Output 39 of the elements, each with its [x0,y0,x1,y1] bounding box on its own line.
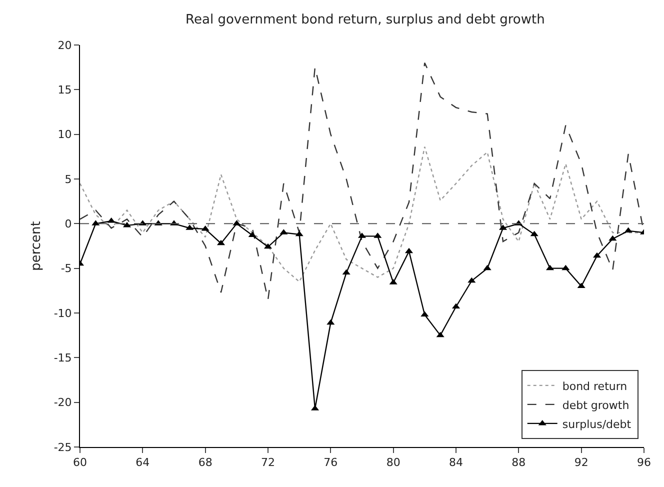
y-tick-label: 10 [58,128,72,142]
x-tick-label: 76 [324,456,338,470]
y-tick-label: -25 [54,440,72,454]
y-tick-label: -10 [54,306,72,320]
point [436,332,444,338]
x-tick-label: 68 [198,456,212,470]
y-tick-label: 15 [58,84,72,97]
legend-label: debt growth [562,398,630,412]
point [608,235,617,241]
point [468,277,476,283]
x-tick-label: 92 [574,456,588,470]
legend-label: surplus/debt [562,418,632,431]
point [562,264,570,270]
point [326,319,335,325]
x-tick-label: 64 [136,456,150,470]
x-tick-label: 96 [637,456,651,470]
point [342,269,350,275]
x-tick-label: 84 [449,456,463,470]
point [483,264,492,270]
y-tick-label: -15 [54,352,72,365]
y-tick-label: 0 [64,218,72,231]
x-tick-label: 80 [386,456,400,470]
x-tick-label: 60 [73,456,87,470]
y-axis-title: percent [28,221,44,271]
legend-label: bond return [562,380,628,393]
x-tick-label: 72 [261,456,275,470]
y-tick-label: 5 [64,172,72,186]
y-tick-label: -20 [54,396,72,410]
y-tick-label: -5 [60,262,72,276]
point [420,311,429,317]
point [530,230,538,236]
point [624,227,632,233]
chart-title: Real government bond return, surplus and debt growth [186,12,545,28]
point [248,232,256,238]
y-tick-label: 20 [58,38,72,52]
point [107,217,116,223]
line-series [80,62,644,300]
x-tick-label: 88 [512,456,526,470]
point [295,230,304,236]
